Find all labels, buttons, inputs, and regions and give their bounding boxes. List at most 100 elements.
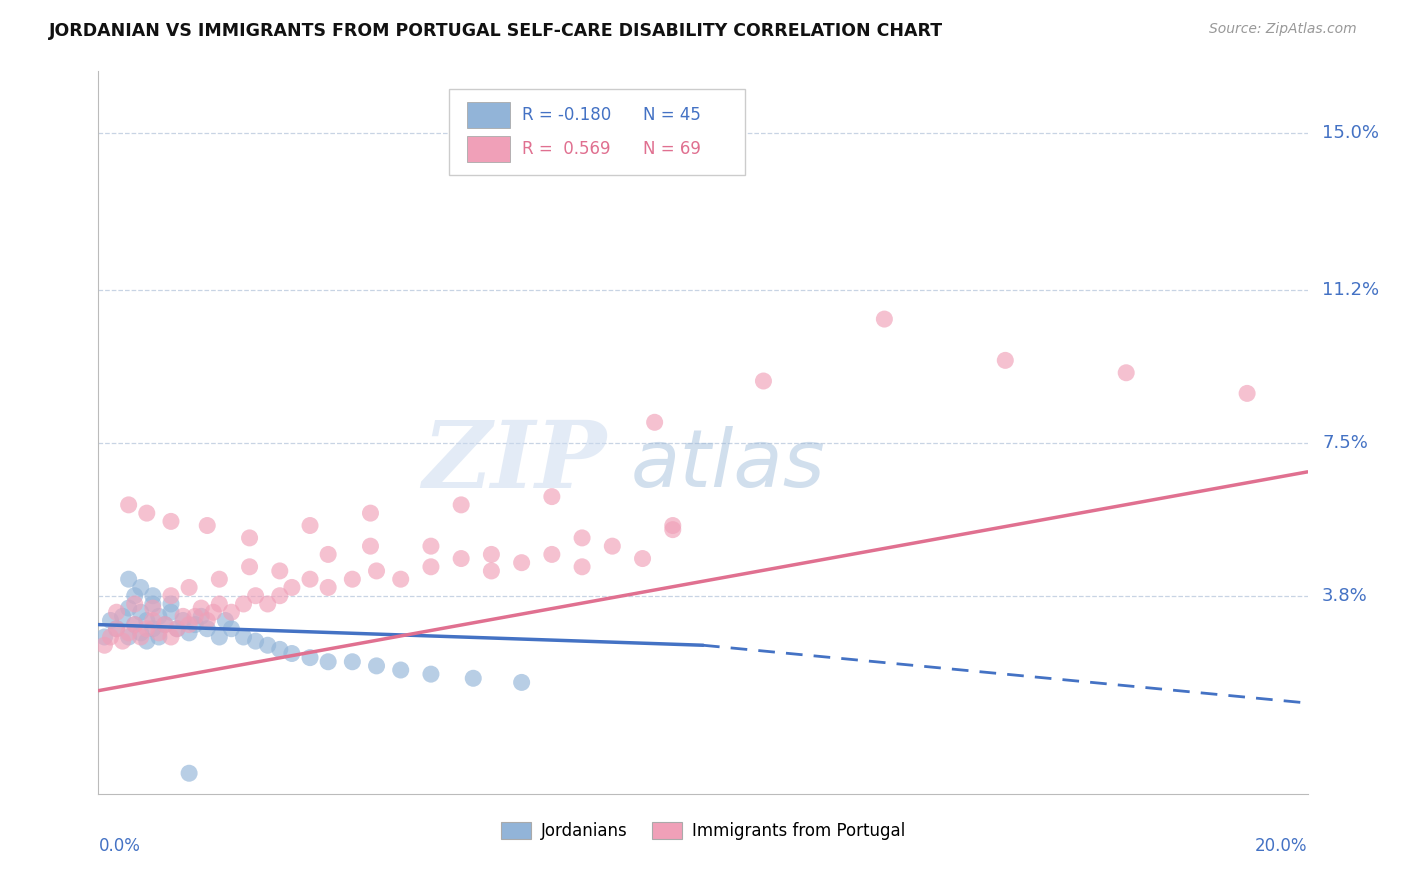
Point bbox=[124, 589, 146, 603]
Point bbox=[299, 518, 322, 533]
Point bbox=[644, 415, 666, 429]
Point bbox=[316, 655, 339, 669]
Point bbox=[153, 617, 176, 632]
Point bbox=[148, 625, 170, 640]
Text: Source: ZipAtlas.com: Source: ZipAtlas.com bbox=[1209, 22, 1357, 37]
Point bbox=[316, 581, 339, 595]
Point bbox=[510, 675, 533, 690]
Point bbox=[142, 589, 165, 603]
Point bbox=[269, 564, 291, 578]
Point bbox=[208, 597, 231, 611]
Point bbox=[1115, 366, 1137, 380]
Point bbox=[420, 667, 443, 681]
Point bbox=[420, 559, 443, 574]
Point bbox=[631, 551, 654, 566]
Point bbox=[420, 539, 443, 553]
Point bbox=[256, 597, 278, 611]
Point bbox=[256, 638, 278, 652]
Point bbox=[994, 353, 1017, 368]
Point bbox=[179, 617, 201, 632]
Point bbox=[540, 490, 562, 504]
Point bbox=[129, 625, 152, 640]
Point bbox=[571, 531, 593, 545]
Point bbox=[450, 498, 472, 512]
Point bbox=[105, 622, 128, 636]
Point bbox=[111, 634, 134, 648]
Point bbox=[129, 605, 152, 619]
Point bbox=[142, 601, 165, 615]
Point bbox=[269, 642, 291, 657]
Point bbox=[129, 630, 152, 644]
Point bbox=[269, 589, 291, 603]
Point bbox=[316, 548, 339, 562]
FancyBboxPatch shape bbox=[449, 89, 745, 175]
Text: N = 69: N = 69 bbox=[643, 140, 700, 158]
Point bbox=[135, 622, 157, 636]
Point bbox=[281, 581, 304, 595]
Point bbox=[245, 634, 267, 648]
Point bbox=[195, 518, 218, 533]
Point bbox=[166, 622, 188, 636]
Point bbox=[366, 564, 388, 578]
Point bbox=[221, 605, 243, 619]
Point bbox=[118, 625, 141, 640]
Point bbox=[166, 622, 188, 636]
Point bbox=[160, 630, 183, 644]
Point bbox=[195, 622, 218, 636]
Point bbox=[661, 518, 683, 533]
Point bbox=[602, 539, 624, 553]
Point bbox=[481, 564, 503, 578]
Point bbox=[873, 312, 896, 326]
Point bbox=[93, 630, 115, 644]
Point bbox=[208, 630, 231, 644]
Point bbox=[239, 559, 262, 574]
Point bbox=[184, 609, 207, 624]
Point bbox=[118, 498, 141, 512]
Point bbox=[148, 630, 170, 644]
Point bbox=[661, 523, 683, 537]
Point bbox=[100, 614, 122, 628]
Point bbox=[360, 539, 382, 553]
Point bbox=[232, 630, 254, 644]
Point bbox=[160, 597, 183, 611]
Point bbox=[179, 766, 201, 780]
Point bbox=[366, 659, 388, 673]
Point bbox=[118, 630, 141, 644]
Point bbox=[389, 572, 412, 586]
Point bbox=[342, 572, 364, 586]
Point bbox=[111, 609, 134, 624]
Point bbox=[93, 638, 115, 652]
Point bbox=[153, 617, 176, 632]
Text: R =  0.569: R = 0.569 bbox=[522, 140, 610, 158]
Point bbox=[105, 605, 128, 619]
Point bbox=[142, 597, 165, 611]
Point bbox=[129, 581, 152, 595]
Point bbox=[1236, 386, 1258, 401]
Point bbox=[540, 548, 562, 562]
Point bbox=[184, 617, 207, 632]
Point bbox=[118, 572, 141, 586]
Point bbox=[208, 572, 231, 586]
Text: R = -0.180: R = -0.180 bbox=[522, 106, 610, 124]
Point bbox=[142, 614, 165, 628]
FancyBboxPatch shape bbox=[467, 102, 509, 128]
Text: N = 45: N = 45 bbox=[643, 106, 700, 124]
Point bbox=[142, 622, 165, 636]
Text: 15.0%: 15.0% bbox=[1322, 124, 1379, 143]
Point bbox=[510, 556, 533, 570]
Text: 0.0%: 0.0% bbox=[98, 838, 141, 855]
FancyBboxPatch shape bbox=[467, 136, 509, 162]
Point bbox=[342, 655, 364, 669]
Point bbox=[124, 617, 146, 632]
Point bbox=[214, 614, 236, 628]
Point bbox=[299, 572, 322, 586]
Text: 3.8%: 3.8% bbox=[1322, 587, 1368, 605]
Text: JORDANIAN VS IMMIGRANTS FROM PORTUGAL SELF-CARE DISABILITY CORRELATION CHART: JORDANIAN VS IMMIGRANTS FROM PORTUGAL SE… bbox=[49, 22, 943, 40]
Point bbox=[245, 589, 267, 603]
Point bbox=[752, 374, 775, 388]
Point bbox=[135, 506, 157, 520]
Point bbox=[360, 506, 382, 520]
Point bbox=[190, 601, 212, 615]
Point bbox=[281, 647, 304, 661]
Point bbox=[463, 671, 485, 685]
